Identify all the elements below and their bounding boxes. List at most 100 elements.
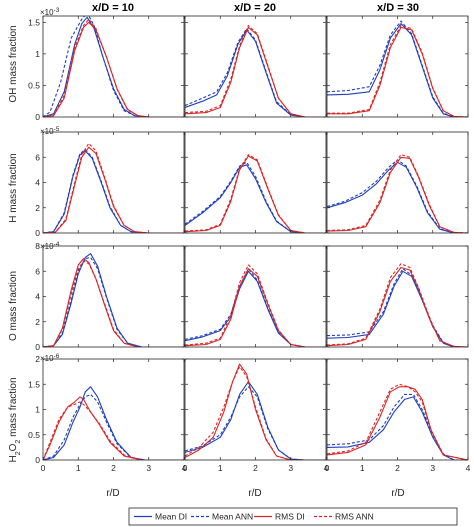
- series-line-rms-di: [43, 21, 184, 117]
- y-tick-label: 0: [35, 112, 40, 122]
- series-line-rms-di: [185, 155, 326, 233]
- series-line-mean-ann: [185, 386, 326, 460]
- y-tick-label: 2: [35, 317, 40, 327]
- column-titles: x/D = 10 x/D = 20 x/D = 30: [92, 2, 419, 14]
- series-line-mean-ann: [43, 393, 184, 460]
- panel-series: [327, 20, 468, 117]
- x-axis-label-2: r/D: [391, 488, 404, 499]
- panel-series: [185, 24, 326, 117]
- row-label-h2o2-sub1: 2: [15, 451, 22, 455]
- x-tick-label: 1: [360, 463, 365, 473]
- panel-r1-c0: 0 2 4 6: [35, 131, 185, 238]
- y-tick-label: 4: [35, 292, 40, 302]
- series-line-rms-di: [327, 156, 468, 233]
- column-title-2: x/D = 30: [377, 2, 419, 14]
- panel-series: [43, 253, 184, 347]
- series-line-mean-di: [185, 381, 326, 460]
- panel-series: [327, 154, 468, 233]
- series-line-mean-di: [327, 270, 468, 347]
- series-line-mean-di: [185, 270, 326, 347]
- panel-r3-c0: 0 0.5 1 1.5 2 0 1 2 3 4: [28, 354, 186, 473]
- panel-series: [43, 386, 184, 460]
- y-tick-label: 2: [35, 203, 40, 213]
- series-line-rms-di: [327, 26, 468, 117]
- panel-frame: [184, 15, 327, 118]
- exponent-h2o2-value: -6: [54, 353, 60, 360]
- exponent-h2o2: ×10-6: [40, 353, 60, 363]
- panel-r0-c0: 0 0.5 1 1.5: [28, 15, 185, 122]
- series-line-rms-ann: [185, 24, 326, 117]
- panel-frame: [326, 245, 469, 348]
- y-tick-label: 6: [35, 266, 40, 276]
- panel-r1-c1: [184, 131, 327, 234]
- panel-r2-c2: [326, 245, 469, 348]
- y-tick-label: 1.5: [28, 379, 40, 389]
- legend-label-mean-di: Mean DI: [155, 512, 187, 522]
- series-line-mean-di: [185, 29, 326, 117]
- series-line-rms-di: [327, 386, 468, 460]
- y-tick-label: 1: [35, 49, 40, 59]
- series-line-mean-ann: [185, 161, 326, 233]
- row-label-h2o2-mid: O: [8, 443, 19, 451]
- panel-frame: [42, 245, 185, 348]
- series-line-rms-ann: [43, 142, 184, 233]
- panel-r1-c2: [326, 131, 469, 234]
- row-label-oh: OH mass fraction: [8, 25, 19, 102]
- series-line-mean-ann: [327, 20, 468, 117]
- panel-series: [327, 383, 468, 460]
- series-line-mean-ann: [185, 268, 326, 347]
- x-tick-label: 4: [466, 463, 471, 473]
- series-line-mean-di: [327, 23, 468, 117]
- exponent-oh-value: -3: [54, 7, 60, 14]
- row-label-h2o2-pre: H: [8, 455, 19, 462]
- y-tick-label: 0: [35, 455, 40, 465]
- panel-series: [185, 154, 326, 233]
- series-line-rms-ann: [327, 24, 468, 117]
- exponent-h: ×10-5: [40, 126, 60, 136]
- series-line-rms-di: [43, 258, 184, 347]
- y-tick-label: 1.5: [28, 17, 40, 27]
- y-tick-label: 4: [35, 178, 40, 188]
- series-line-rms-ann: [43, 401, 184, 460]
- series-line-mean-di: [185, 164, 326, 233]
- y-tick-label: 0.5: [28, 80, 40, 90]
- legend: Mean DI Mean ANN RMS DI RMS ANN: [128, 507, 458, 526]
- x-axis-label-1: r/D: [248, 488, 261, 499]
- row-label-h2o2: H2O2 mass fraction: [8, 377, 22, 462]
- panel-frame: [184, 245, 327, 348]
- legend-box: [128, 507, 458, 526]
- y-tick-label: 6: [35, 152, 40, 162]
- row-label-h2o2-post: mass fraction: [8, 377, 19, 439]
- legend-label-mean-ann: Mean ANN: [212, 512, 253, 522]
- y-tick-label: 0.5: [28, 430, 40, 440]
- panel-r2-c0: 0 2 4 6 8: [35, 241, 185, 352]
- x-axis-labels: r/D r/D r/D: [106, 488, 404, 499]
- exponent-oh: ×10-3: [40, 7, 60, 17]
- panel-r3-c1: 0 1 2 3 4: [183, 358, 329, 473]
- panel-frame: [326, 131, 469, 234]
- series-line-rms-ann: [327, 383, 468, 460]
- series-line-rms-di: [185, 268, 326, 347]
- x-axis-label-0: r/D: [106, 488, 119, 499]
- panel-r0-c2: [326, 15, 469, 118]
- x-tick-label: 2: [111, 463, 116, 473]
- x-tick-label: 3: [146, 463, 151, 473]
- series-line-mean-di: [43, 253, 184, 347]
- series-line-rms-ann: [327, 263, 468, 347]
- x-tick-label: 3: [288, 463, 293, 473]
- panel-series: [327, 263, 468, 347]
- series-line-mean-ann: [43, 16, 184, 117]
- series-line-mean-ann: [327, 393, 468, 460]
- x-tick-label: 4: [182, 463, 187, 473]
- series-line-rms-di: [43, 146, 184, 233]
- series-line-rms-di: [327, 266, 468, 347]
- y-tick-label: 0: [35, 342, 40, 352]
- series-line-rms-ann: [185, 154, 326, 233]
- x-tick-label: 2: [395, 463, 400, 473]
- series-line-rms-ann: [43, 18, 184, 117]
- series-line-rms-di: [185, 363, 326, 460]
- x-tick-label: 2: [253, 463, 258, 473]
- y-tick-label: 8: [35, 241, 40, 251]
